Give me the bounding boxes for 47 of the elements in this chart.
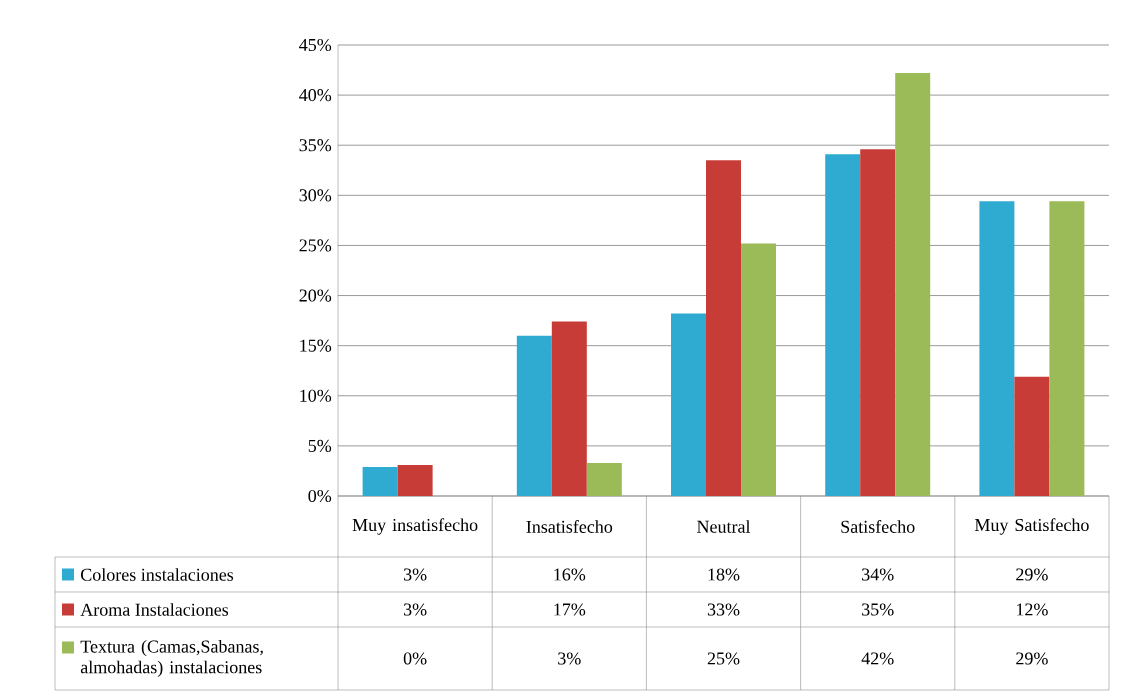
y-tick-label: 40% (299, 88, 332, 102)
data-label: 29% (1016, 652, 1048, 665)
bar (825, 154, 861, 496)
y-tick-label: 15% (300, 339, 332, 352)
data-label: 29% (1016, 568, 1048, 581)
bar (860, 149, 896, 496)
x-tick-label: Neutral (697, 520, 751, 533)
x-tick-label: Muy Satisfecho (974, 518, 1089, 535)
data-label: 3% (558, 652, 581, 665)
legend-label: Textura (Camas,Sabanas, almohadas) instalaciones (80, 640, 263, 677)
legend-label: Colores instalaciones (81, 568, 234, 581)
data-label: 35% (862, 603, 894, 616)
bar (1014, 376, 1050, 496)
bar (551, 321, 587, 496)
bar (706, 160, 742, 496)
data-label: 0% (403, 652, 427, 665)
y-tick-label: 10% (300, 389, 332, 402)
data-label: 12% (1017, 603, 1048, 616)
data-label: 3% (403, 603, 427, 616)
data-label: 17% (554, 603, 586, 616)
bar (1049, 201, 1085, 496)
bar (397, 464, 433, 496)
data-label: 25% (707, 652, 740, 665)
y-tick-label: 25% (299, 239, 332, 252)
legend-label: Aroma Instalaciones (80, 603, 229, 616)
y-tick-label: 45% (299, 38, 332, 52)
bar (671, 313, 707, 496)
data-label: 33% (707, 603, 740, 616)
data-label: 18% (708, 568, 740, 581)
x-tick-label: Muy insatisfecho (352, 518, 478, 535)
y-tick-label: 30% (299, 189, 332, 202)
x-tick-label: Satisfecho (841, 520, 915, 533)
y-tick-label: 35% (299, 139, 332, 152)
bar (586, 462, 622, 496)
bar (516, 335, 552, 496)
y-tick-label: 20% (299, 289, 332, 302)
bar (362, 466, 398, 496)
bar (741, 243, 777, 496)
data-label: 3% (403, 568, 427, 581)
bar (979, 201, 1015, 496)
y-tick-label: 0% (308, 489, 332, 503)
data-label: 16% (554, 568, 586, 581)
x-tick-label: Insatisfecho (526, 520, 613, 533)
data-label: 42% (861, 652, 894, 665)
bar (895, 73, 931, 496)
y-tick-label: 5% (308, 439, 332, 452)
data-label: 34% (862, 568, 894, 581)
